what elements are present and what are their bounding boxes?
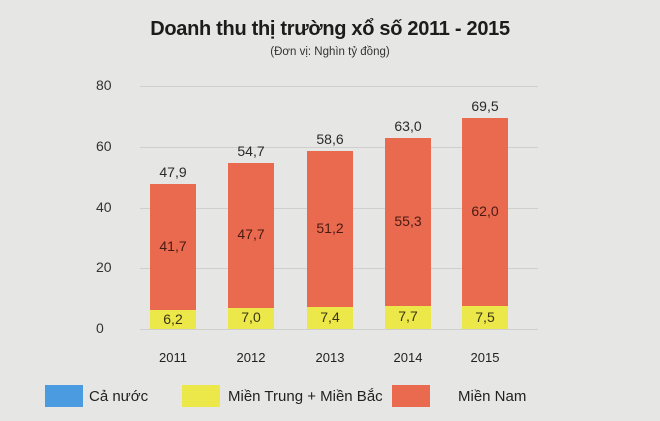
x-tick-label: 2015 — [470, 350, 500, 365]
bar-segment-mien-trung-bac[interactable]: 7,5 — [462, 306, 508, 329]
segment-value-label: 7,7 — [398, 308, 418, 325]
segment-value-label: 55,3 — [394, 212, 422, 229]
bar-segment-mien-nam[interactable]: 55,3 — [385, 137, 431, 306]
total-value-label: 47,9 — [159, 163, 187, 180]
chart-title: Doanh thu thị trường xổ số 2011 - 2015 — [150, 18, 510, 40]
x-tick-label: 2012 — [236, 350, 266, 365]
bar-segment-mien-nam[interactable]: 47,7 — [228, 162, 274, 308]
segment-value-label: 7,5 — [475, 308, 495, 325]
segment-value-label: 7,0 — [241, 309, 261, 326]
x-tick-label: 2014 — [393, 350, 423, 365]
gridline — [140, 86, 538, 87]
bar-segment-mien-trung-bac[interactable]: 6,2 — [150, 310, 196, 329]
legend-item[interactable]: Miền Nam — [392, 385, 526, 407]
y-tick-label: 60 — [96, 138, 112, 154]
bar-segment-mien-trung-bac[interactable]: 7,0 — [228, 307, 274, 329]
total-value-label: 69,5 — [471, 97, 499, 114]
total-value-label: 63,0 — [394, 117, 422, 134]
legend-label: Miền Trung + Miền Bắc — [228, 387, 383, 405]
segment-value-label: 47,7 — [237, 226, 265, 243]
bar-segment-mien-trung-bac[interactable]: 7,7 — [385, 305, 431, 329]
legend-label: Miền Nam — [458, 387, 527, 405]
y-tick-label: 0 — [96, 320, 104, 336]
segment-value-label: 41,7 — [159, 237, 187, 254]
bar-segment-mien-nam[interactable]: 41,7 — [150, 183, 196, 311]
bar-segment-mien-trung-bac[interactable]: 7,4 — [307, 306, 353, 329]
segment-value-label: 51,2 — [316, 219, 344, 236]
segment-value-label: 6,2 — [163, 310, 183, 327]
bar-segment-mien-nam[interactable]: 62,0 — [462, 117, 508, 307]
gridline — [140, 147, 538, 148]
y-tick-label: 40 — [96, 199, 112, 215]
legend-item[interactable]: Miền Trung + Miền Bắc — [182, 385, 383, 407]
legend-label: Cả nước — [89, 387, 149, 405]
bar-segment-mien-nam[interactable]: 51,2 — [307, 151, 353, 307]
y-tick-label: 80 — [96, 77, 112, 93]
legend-swatch — [45, 385, 83, 407]
total-value-label: 54,7 — [237, 142, 265, 159]
legend-item[interactable]: Cả nước — [45, 385, 148, 407]
legend-swatch — [182, 385, 220, 407]
x-tick-label: 2013 — [315, 350, 345, 365]
legend-swatch — [392, 385, 430, 407]
y-tick-label: 20 — [96, 259, 112, 275]
segment-value-label: 62,0 — [471, 203, 499, 220]
chart-subtitle: (Đơn vị: Nghìn tỷ đồng) — [270, 46, 390, 58]
segment-value-label: 7,4 — [320, 308, 340, 325]
x-tick-label: 2011 — [159, 350, 187, 365]
total-value-label: 58,6 — [316, 131, 344, 147]
gridline — [140, 329, 538, 330]
